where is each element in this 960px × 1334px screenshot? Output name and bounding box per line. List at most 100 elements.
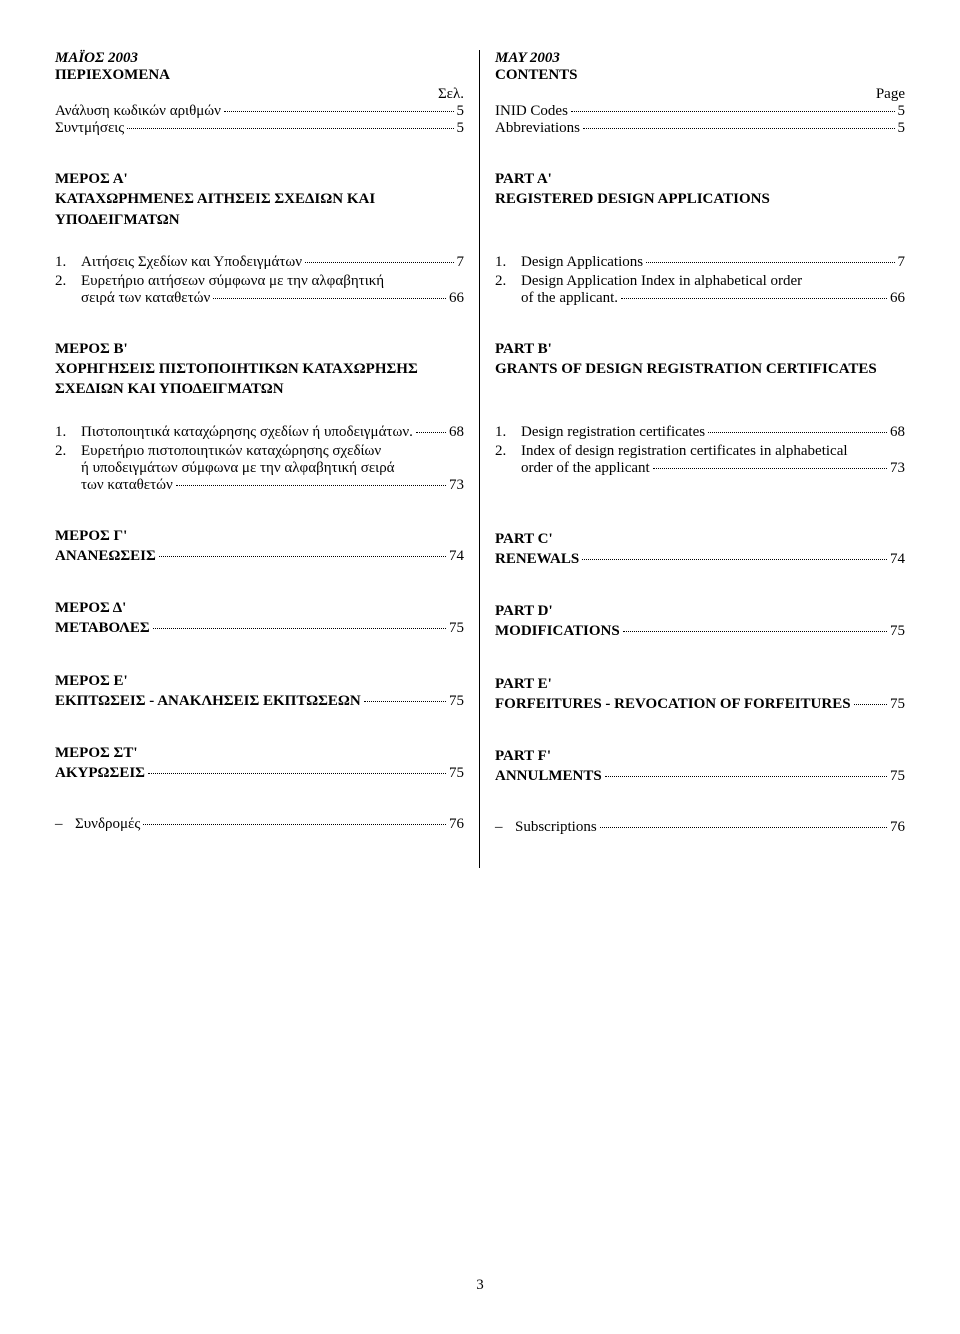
toc-page: 74 bbox=[449, 548, 464, 565]
toc-dots bbox=[623, 631, 887, 632]
part-title: ΜΕΡΟΣ Δ' bbox=[55, 598, 464, 618]
left-part-a: ΜΕΡΟΣ Α' ΚΑΤΑΧΩΡΗΜΕΝΕΣ ΑΙΤΗΣΕΙΣ ΣΧΕΔΙΩΝ … bbox=[55, 169, 464, 307]
toc-page: 5 bbox=[457, 103, 465, 120]
toc-page: 5 bbox=[457, 120, 465, 137]
numbered-item: 2. Ευρετήριο αιτήσεων σύμφωνα με την αλφ… bbox=[55, 273, 464, 307]
item-index: 2. bbox=[55, 443, 81, 460]
toc-label-line: Ευρετήριο πιστοποιητικών καταχώρησης σχε… bbox=[81, 443, 464, 460]
toc-dots bbox=[153, 628, 446, 629]
toc-row: INID Codes 5 bbox=[495, 103, 905, 120]
toc-page: 75 bbox=[449, 693, 464, 710]
part-title: ΜΕΡΟΣ Β' bbox=[55, 339, 464, 359]
item-index: 2. bbox=[495, 273, 521, 290]
toc-label-line: of the applicant. bbox=[521, 290, 618, 307]
part-subtitle: GRANTS OF DESIGN REGISTRATION CERTIFICAT… bbox=[495, 359, 905, 379]
right-part-a: PART A' REGISTERED DESIGN APPLICATIONS 1… bbox=[495, 169, 905, 307]
toc-dots bbox=[571, 111, 895, 112]
right-part-b: PART B' GRANTS OF DESIGN REGISTRATION CE… bbox=[495, 339, 905, 497]
left-part-b: ΜΕΡΟΣ Β' ΧΟΡΗΓΗΣΕΙΣ ΠΙΣΤΟΠΟΙΗΤΙΚΩΝ ΚΑΤΑΧ… bbox=[55, 339, 464, 494]
toc-page: 5 bbox=[898, 103, 906, 120]
toc-page: 75 bbox=[449, 620, 464, 637]
toc-dots bbox=[305, 262, 453, 263]
toc-page: 76 bbox=[449, 816, 464, 833]
toc-dots bbox=[364, 701, 446, 702]
item-index: 2. bbox=[55, 273, 81, 290]
numbered-item: 2. Ευρετήριο πιστοποιητικών καταχώρησης … bbox=[55, 443, 464, 494]
toc-label-line: σειρά των καταθετών bbox=[81, 290, 210, 307]
toc-label: ΑΚΥΡΩΣΕΙΣ bbox=[55, 763, 145, 783]
numbered-item: 1. Design Applications 7 bbox=[495, 254, 905, 271]
toc-label: Ανάλυση κωδικών αριθμών bbox=[55, 103, 221, 120]
item-index: 1. bbox=[55, 424, 81, 441]
toc-dots bbox=[213, 298, 446, 299]
numbered-item: 1. Αιτήσεις Σχεδίων και Υποδειγμάτων 7 bbox=[55, 254, 464, 271]
toc-page: 75 bbox=[890, 623, 905, 640]
numbered-item: 2. Design Application Index in alphabeti… bbox=[495, 273, 905, 307]
toc-page: 75 bbox=[890, 696, 905, 713]
toc-label-line: Index of design registration certificate… bbox=[521, 443, 905, 460]
toc-dots bbox=[600, 827, 887, 828]
toc-row: Συντμήσεις 5 bbox=[55, 120, 464, 137]
right-part-d: PART D' MODIFICATIONS 75 bbox=[495, 601, 905, 642]
toc-dots bbox=[646, 262, 894, 263]
dash-icon: – bbox=[55, 816, 75, 833]
toc-page: 75 bbox=[890, 768, 905, 785]
toc-page: 68 bbox=[890, 424, 905, 441]
part-title: ΜΕΡΟΣ Ε' bbox=[55, 671, 464, 691]
toc-label: ΜΕΤΑΒΟΛΕΣ bbox=[55, 618, 150, 638]
toc-label: FORFEITURES - REVOCATION OF FORFEITURES bbox=[495, 694, 851, 714]
left-column: ΜΑΪΟΣ 2003 ΠΕΡΙΕΧΟΜΕΝΑ Σελ. Ανάλυση κωδι… bbox=[55, 50, 480, 868]
part-title: PART B' bbox=[495, 339, 905, 359]
toc-dots bbox=[159, 556, 446, 557]
left-subscriptions: – Συνδρομές 76 bbox=[55, 816, 464, 833]
toc-dots bbox=[854, 704, 887, 705]
toc-label: Συντμήσεις bbox=[55, 120, 124, 137]
toc-label: Αιτήσεις Σχεδίων και Υποδειγμάτων bbox=[81, 254, 302, 271]
toc-dots bbox=[127, 128, 453, 129]
left-date: ΜΑΪΟΣ 2003 bbox=[55, 50, 464, 67]
left-header: ΜΑΪΟΣ 2003 ΠΕΡΙΕΧΟΜΕΝΑ Σελ. Ανάλυση κωδι… bbox=[55, 50, 464, 137]
toc-dots bbox=[708, 432, 887, 433]
left-part-c: ΜΕΡΟΣ Γ' ΑΝΑΝΕΩΣΕΙΣ 74 bbox=[55, 526, 464, 567]
toc-page: 74 bbox=[890, 551, 905, 568]
part-subtitle: ΚΑΤΑΧΩΡΗΜΕΝΕΣ ΑΙΤΗΣΕΙΣ ΣΧΕΔΙΩΝ ΚΑΙ bbox=[55, 189, 464, 209]
part-subtitle: REGISTERED DESIGN APPLICATIONS bbox=[495, 189, 905, 209]
toc-page: 76 bbox=[890, 819, 905, 836]
part-subtitle: ΣΧΕΔΙΩΝ ΚΑΙ ΥΠΟΔΕΙΓΜΑΤΩΝ bbox=[55, 379, 464, 399]
left-contents-title: ΠΕΡΙΕΧΟΜΕΝΑ bbox=[55, 67, 464, 84]
toc-label-line: ή υποδειγμάτων σύμφωνα με την αλφαβητική… bbox=[81, 460, 464, 477]
part-title: ΜΕΡΟΣ Α' bbox=[55, 169, 464, 189]
toc-label: RENEWALS bbox=[495, 549, 579, 569]
toc-page: 75 bbox=[449, 765, 464, 782]
part-subtitle bbox=[495, 379, 905, 399]
toc-dots bbox=[605, 776, 887, 777]
toc-page: 7 bbox=[898, 254, 906, 271]
right-part-e: PART E' FORFEITURES - REVOCATION OF FORF… bbox=[495, 674, 905, 715]
toc-row: Abbreviations 5 bbox=[495, 120, 905, 137]
toc-page: 68 bbox=[449, 424, 464, 441]
toc-label-line: order of the applicant bbox=[521, 460, 650, 477]
part-title: ΜΕΡΟΣ Γ' bbox=[55, 526, 464, 546]
toc-page: 73 bbox=[449, 477, 464, 494]
item-index: 1. bbox=[495, 424, 521, 441]
numbered-item: 1. Design registration certificates 68 bbox=[495, 424, 905, 441]
right-header: MAY 2003 CONTENTS Page INID Codes 5 Abbr… bbox=[495, 50, 905, 137]
page-number: 3 bbox=[476, 1277, 484, 1294]
toc-label: Design Applications bbox=[521, 254, 643, 271]
toc-page: 66 bbox=[890, 290, 905, 307]
toc-dots bbox=[653, 468, 887, 469]
part-subtitle: ΧΟΡΗΓΗΣΕΙΣ ΠΙΣΤΟΠΟΙΗΤΙΚΩΝ ΚΑΤΑΧΩΡΗΣΗΣ bbox=[55, 359, 464, 379]
toc-label: Συνδρομές bbox=[75, 816, 140, 833]
toc-label: MODIFICATIONS bbox=[495, 621, 620, 641]
item-index: 2. bbox=[495, 443, 521, 460]
part-subtitle bbox=[495, 210, 905, 230]
left-part-e: ΜΕΡΟΣ Ε' ΕΚΠΤΩΣΕΙΣ - ΑΝΑΚΛΗΣΕΙΣ ΕΚΠΤΩΣΕΩ… bbox=[55, 671, 464, 712]
right-page-label: Page bbox=[495, 86, 905, 103]
right-subscriptions: – Subscriptions 76 bbox=[495, 819, 905, 836]
toc-row: Ανάλυση κωδικών αριθμών 5 bbox=[55, 103, 464, 120]
dash-icon: – bbox=[495, 819, 515, 836]
toc-dots bbox=[416, 432, 446, 433]
toc-label: ΑΝΑΝΕΩΣΕΙΣ bbox=[55, 546, 156, 566]
toc-page: 66 bbox=[449, 290, 464, 307]
right-part-f: PART F' ANNULMENTS 75 bbox=[495, 746, 905, 787]
